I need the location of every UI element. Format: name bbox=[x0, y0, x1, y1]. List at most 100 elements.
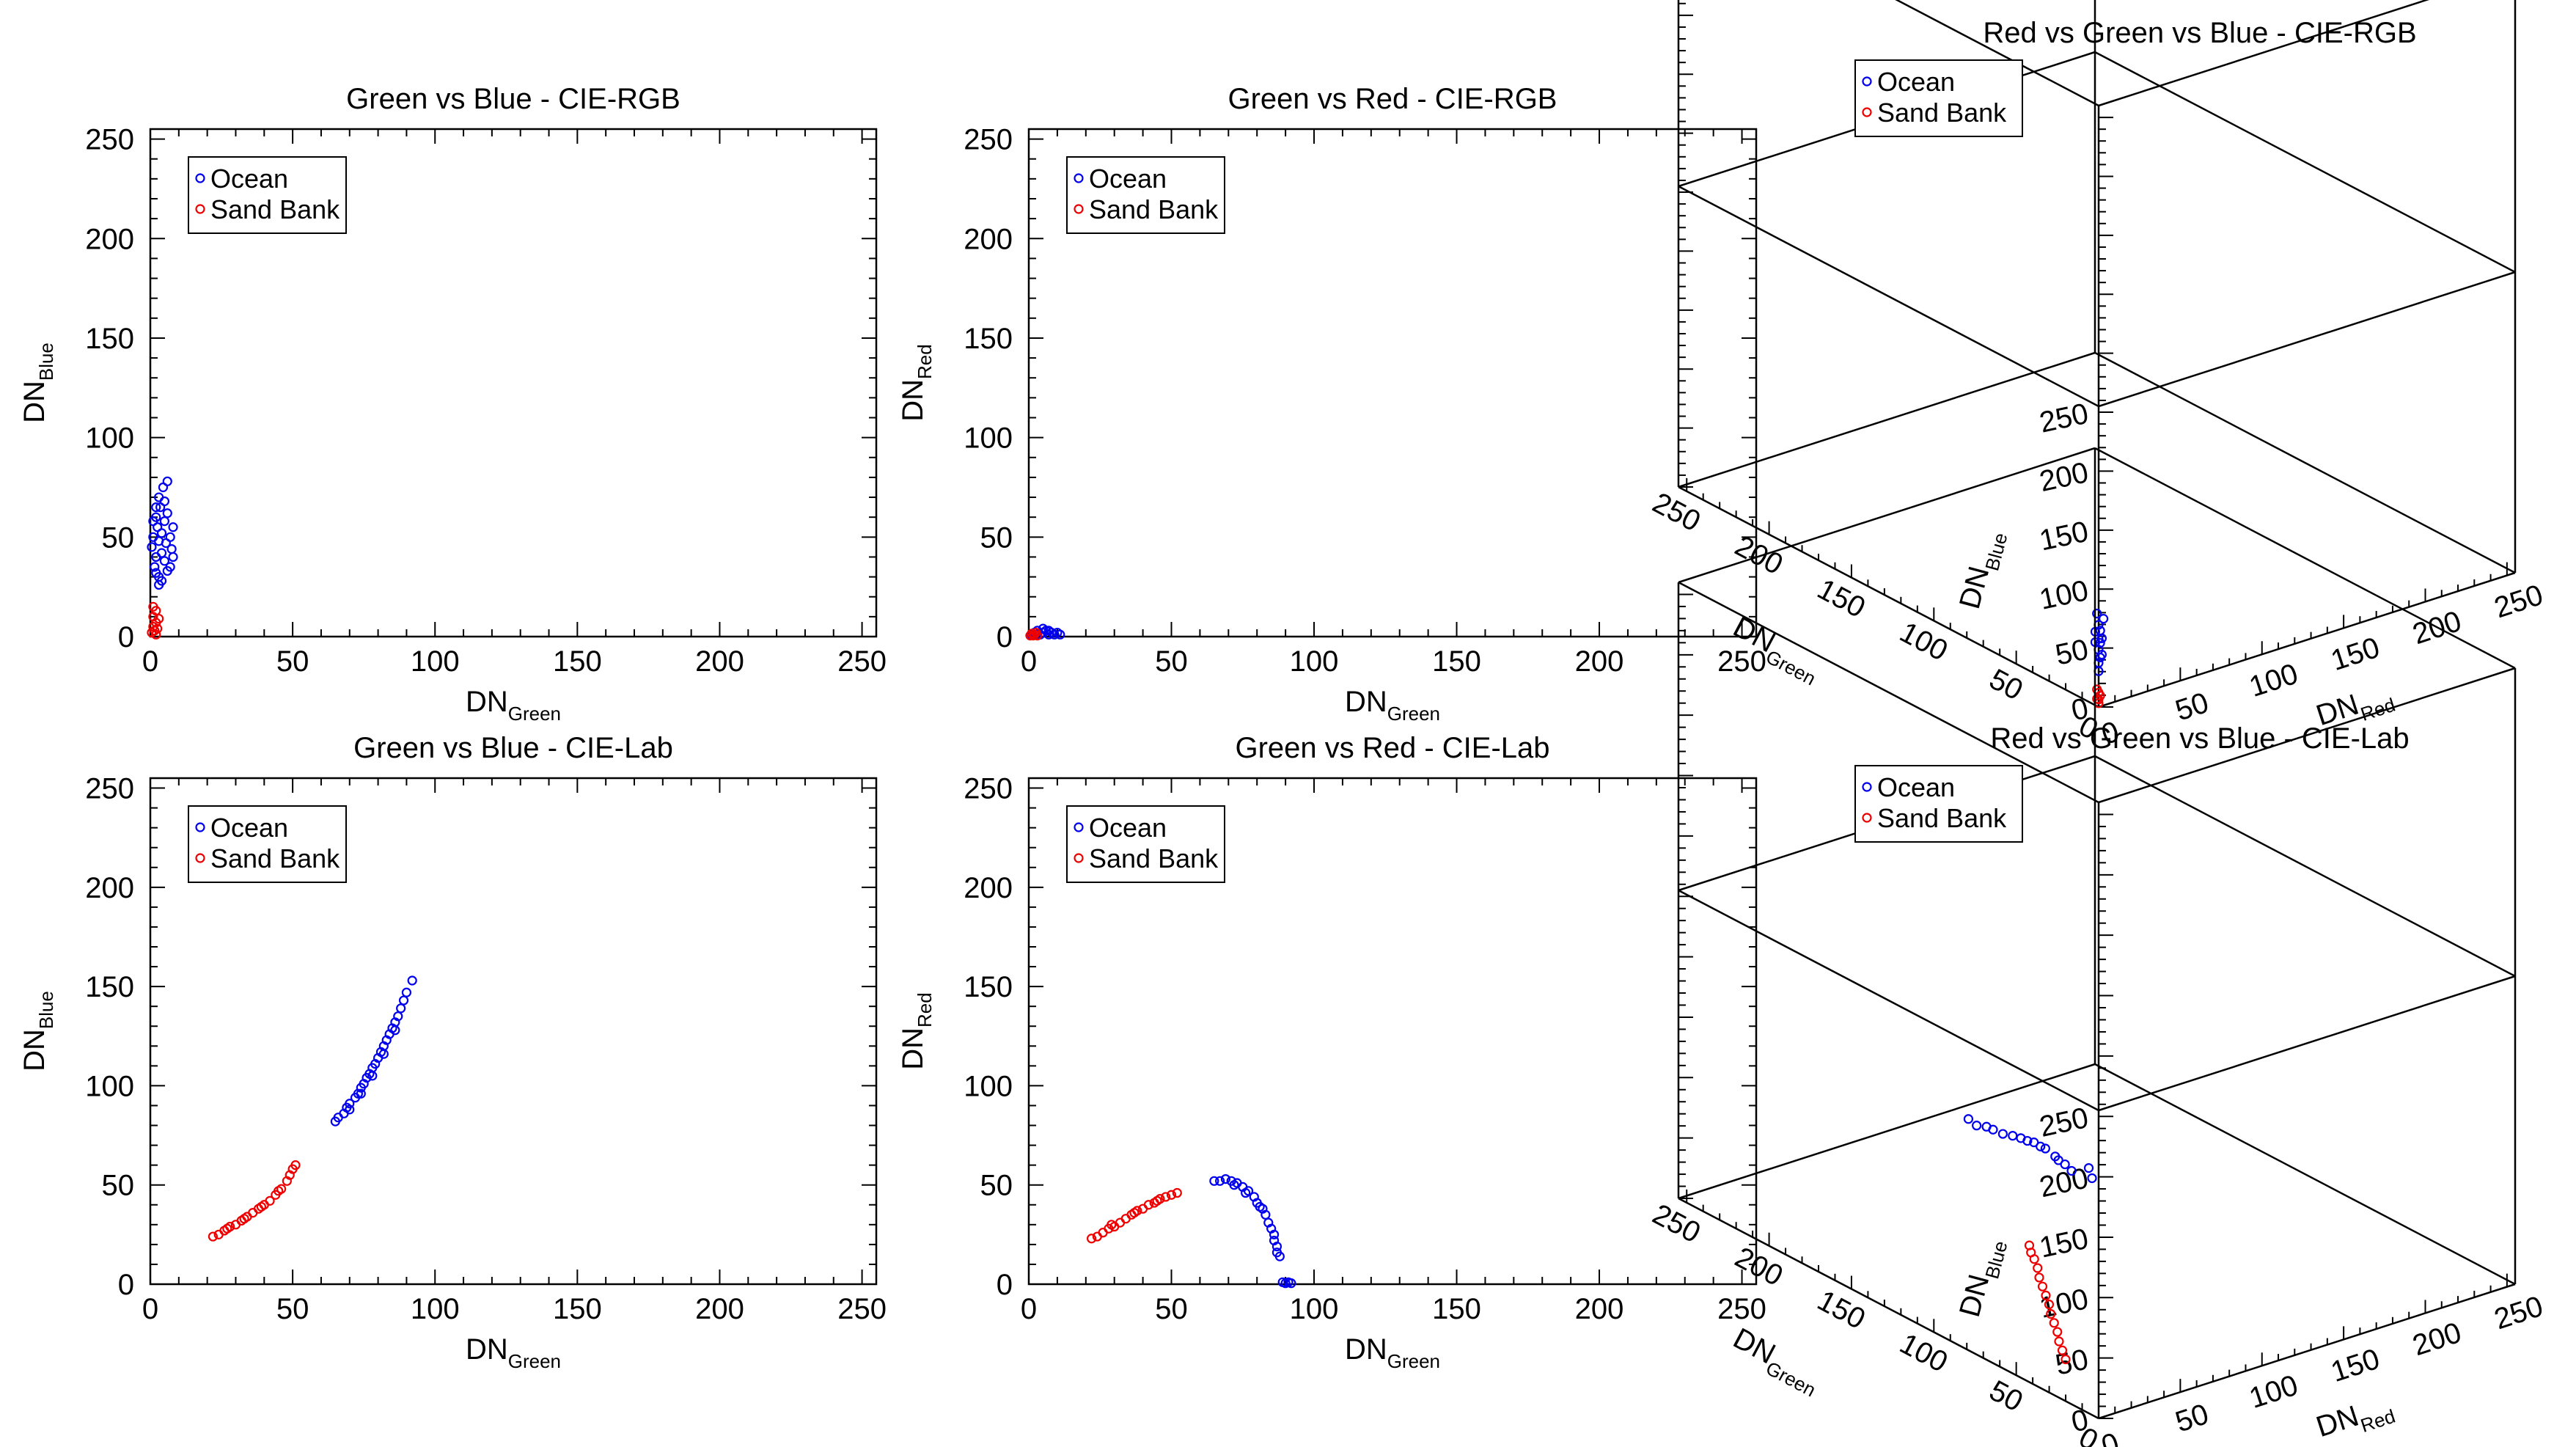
point-ocean bbox=[1255, 1201, 1265, 1212]
x-tick-label: 200 bbox=[695, 1293, 744, 1325]
x-tick-label: 200 bbox=[2409, 1316, 2465, 1362]
y-axis-label: DNGreen bbox=[1725, 1322, 1827, 1402]
point-ocean bbox=[162, 508, 172, 519]
x-tick-label: 250 bbox=[837, 645, 887, 678]
x-axis-label: DNRed bbox=[2312, 1389, 2398, 1447]
plot-p1: 0 50 100 150 200 250 0 50 100 150 200 250 Green vs B… bbox=[18, 83, 887, 725]
y-tick-label: 50 bbox=[102, 1170, 135, 1202]
cube-edge bbox=[2098, 667, 2516, 804]
point-ocean bbox=[378, 1049, 389, 1059]
point-sand-bank bbox=[1107, 1220, 1117, 1230]
z-tick-label: 250 bbox=[2036, 398, 2091, 439]
x-tick-label: 50 bbox=[276, 1293, 309, 1325]
y-tick-label: 250 bbox=[1648, 1198, 1706, 1249]
point-sand-bank bbox=[1161, 1192, 1171, 1202]
plot-title: Green vs Red - CIE-Lab bbox=[1235, 732, 1549, 764]
point-sand-bank bbox=[222, 1223, 232, 1234]
y-tick-label: 250 bbox=[1648, 486, 1706, 538]
point-ocean bbox=[147, 542, 157, 552]
y-axis-label-sub: Red bbox=[914, 992, 936, 1027]
x-tick-label: 250 bbox=[2490, 1290, 2547, 1336]
point-ocean bbox=[345, 1099, 355, 1109]
point-ocean bbox=[2040, 1143, 2050, 1154]
point-sand-bank bbox=[1166, 1190, 1177, 1200]
x-axis-label-sub: Green bbox=[508, 703, 561, 725]
point-ocean bbox=[1272, 1241, 1283, 1252]
point-ocean bbox=[1997, 1129, 2008, 1139]
plot-frame bbox=[149, 128, 878, 638]
point-ocean bbox=[1286, 1278, 1296, 1289]
legend-marker-ocean bbox=[195, 173, 205, 183]
z-tick-label: 50 bbox=[2052, 633, 2091, 671]
point-ocean bbox=[151, 568, 161, 578]
legend-marker-ocean bbox=[1074, 822, 1084, 832]
x-axis-label-sub: Green bbox=[1387, 703, 1440, 725]
point-ocean bbox=[396, 1003, 406, 1014]
z-tick-label: 150 bbox=[2036, 1223, 2091, 1264]
x-tick-label: 250 bbox=[1717, 1293, 1766, 1325]
point-sand-bank bbox=[2049, 1318, 2059, 1328]
y-axis-label: DNBlue bbox=[18, 991, 57, 1071]
point-ocean bbox=[159, 496, 170, 507]
point-ocean bbox=[1274, 1251, 1285, 1261]
point-sand-bank bbox=[1115, 1217, 1126, 1228]
x-tick-label: 100 bbox=[411, 1293, 460, 1325]
y-tick-label: 100 bbox=[1895, 1327, 1953, 1379]
point-ocean bbox=[166, 543, 177, 554]
point-ocean bbox=[2095, 626, 2105, 636]
z-tick-label: 150 bbox=[2036, 516, 2091, 557]
x-tick-label: 0 bbox=[1021, 1293, 1037, 1325]
point-ocean bbox=[1043, 626, 1054, 636]
point-ocean bbox=[1241, 1187, 1251, 1198]
point-ocean bbox=[2008, 1130, 2018, 1141]
y-tick-label: 250 bbox=[964, 124, 1013, 156]
x-axis-label-sub: Green bbox=[508, 1350, 561, 1372]
plot-title: Green vs Blue - CIE-Lab bbox=[353, 732, 673, 764]
x-tick-label: 100 bbox=[2245, 1369, 2302, 1415]
cube-edge bbox=[2094, 1063, 2516, 1286]
y-tick-label: 150 bbox=[1812, 573, 1871, 624]
y-tick-label: 100 bbox=[964, 422, 1013, 455]
y-tick-label: 50 bbox=[980, 1170, 1013, 1202]
x-axis-label-sub: Green bbox=[1387, 1350, 1440, 1372]
point-ocean bbox=[168, 552, 178, 563]
z-tick-label: 250 bbox=[2036, 1102, 2091, 1143]
point-ocean bbox=[154, 579, 164, 590]
y-axis-label-main: DN bbox=[897, 379, 929, 422]
z-tick-label: 100 bbox=[2036, 574, 2091, 616]
y-axis-label: DNBlue bbox=[18, 342, 57, 423]
y-tick-label: 150 bbox=[964, 971, 1013, 1003]
point-sand-bank bbox=[2044, 1300, 2055, 1310]
x-tick-label: 200 bbox=[1575, 645, 1624, 678]
cube-edge bbox=[1678, 351, 2096, 488]
plot-frame bbox=[1027, 128, 1758, 638]
point-sand-bank bbox=[1152, 1195, 1162, 1206]
legend-box bbox=[1066, 805, 1225, 883]
point-ocean bbox=[2099, 614, 2109, 624]
point-sand-bank bbox=[2024, 1240, 2035, 1250]
point-sand-bank bbox=[2057, 1345, 2068, 1355]
x-tick-label: 150 bbox=[2327, 631, 2384, 677]
legend-marker-sand-bank bbox=[1862, 107, 1872, 117]
x-axis-label-main: DN bbox=[466, 1333, 508, 1366]
legend-label-ocean: Ocean bbox=[1089, 813, 1167, 843]
plot-title: Red vs Green vs Blue - CIE-Lab bbox=[1990, 722, 2409, 755]
y-tick-label: 100 bbox=[85, 422, 134, 455]
plot-frame bbox=[1027, 777, 1758, 1286]
point-ocean bbox=[398, 995, 409, 1005]
y-tick-label: 50 bbox=[102, 521, 135, 554]
z-tick-label: 0 bbox=[2069, 1404, 2091, 1439]
point-sand-bank bbox=[290, 1160, 301, 1171]
cube-edge bbox=[2098, 0, 2430, 107]
legend-label-ocean: Ocean bbox=[1089, 164, 1167, 194]
cube-edge bbox=[1678, 1063, 2096, 1200]
cube-edge bbox=[2094, 447, 2516, 670]
z-tick-label: 200 bbox=[2036, 456, 2091, 498]
x-tick-label: 250 bbox=[1717, 645, 1766, 678]
y-tick-label: 0 bbox=[118, 621, 134, 653]
x-tick-label: 100 bbox=[1290, 1293, 1339, 1325]
point-sand-bank bbox=[239, 1214, 249, 1224]
point-ocean bbox=[367, 1071, 378, 1081]
x-tick-label: 50 bbox=[2171, 686, 2212, 728]
point-sand-bank bbox=[1129, 1207, 1140, 1218]
